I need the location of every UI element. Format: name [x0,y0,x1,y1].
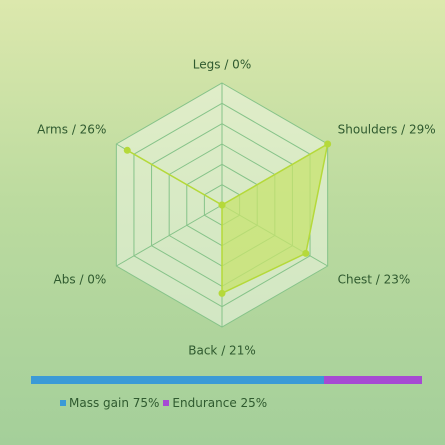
endurance-segment [324,376,422,384]
data-point-arms [123,146,131,154]
legend-item-mass-gain: Mass gain 75% [60,396,159,410]
data-point-chest [302,249,310,257]
mass-gain-swatch [60,400,66,406]
axis-label-legs: Legs / 0% [193,58,251,72]
goal-split-bar [31,376,422,384]
axis-label-chest: Chest / 23% [338,273,411,287]
axis-label-abs: Abs / 0% [54,273,107,287]
endurance-swatch [163,400,170,406]
axis-label-shoulders: Shoulders / 29% [338,123,436,137]
radar-spoke-abs [116,204,223,267]
legend: Mass gain 75% Endurance 25% [60,396,267,410]
data-point-back [218,289,226,297]
mass-gain-segment [31,376,325,384]
legend-item-endurance: Endurance 25% [163,396,267,410]
data-point-shoulders [324,140,332,148]
axis-label-arms: Arms / 26% [37,123,106,137]
legend-label-endurance: Endurance 25% [172,396,268,410]
data-point-abs [218,201,226,209]
legend-label-mass-gain: Mass gain 75% [69,396,160,410]
axis-label-back: Back / 21% [188,344,255,358]
